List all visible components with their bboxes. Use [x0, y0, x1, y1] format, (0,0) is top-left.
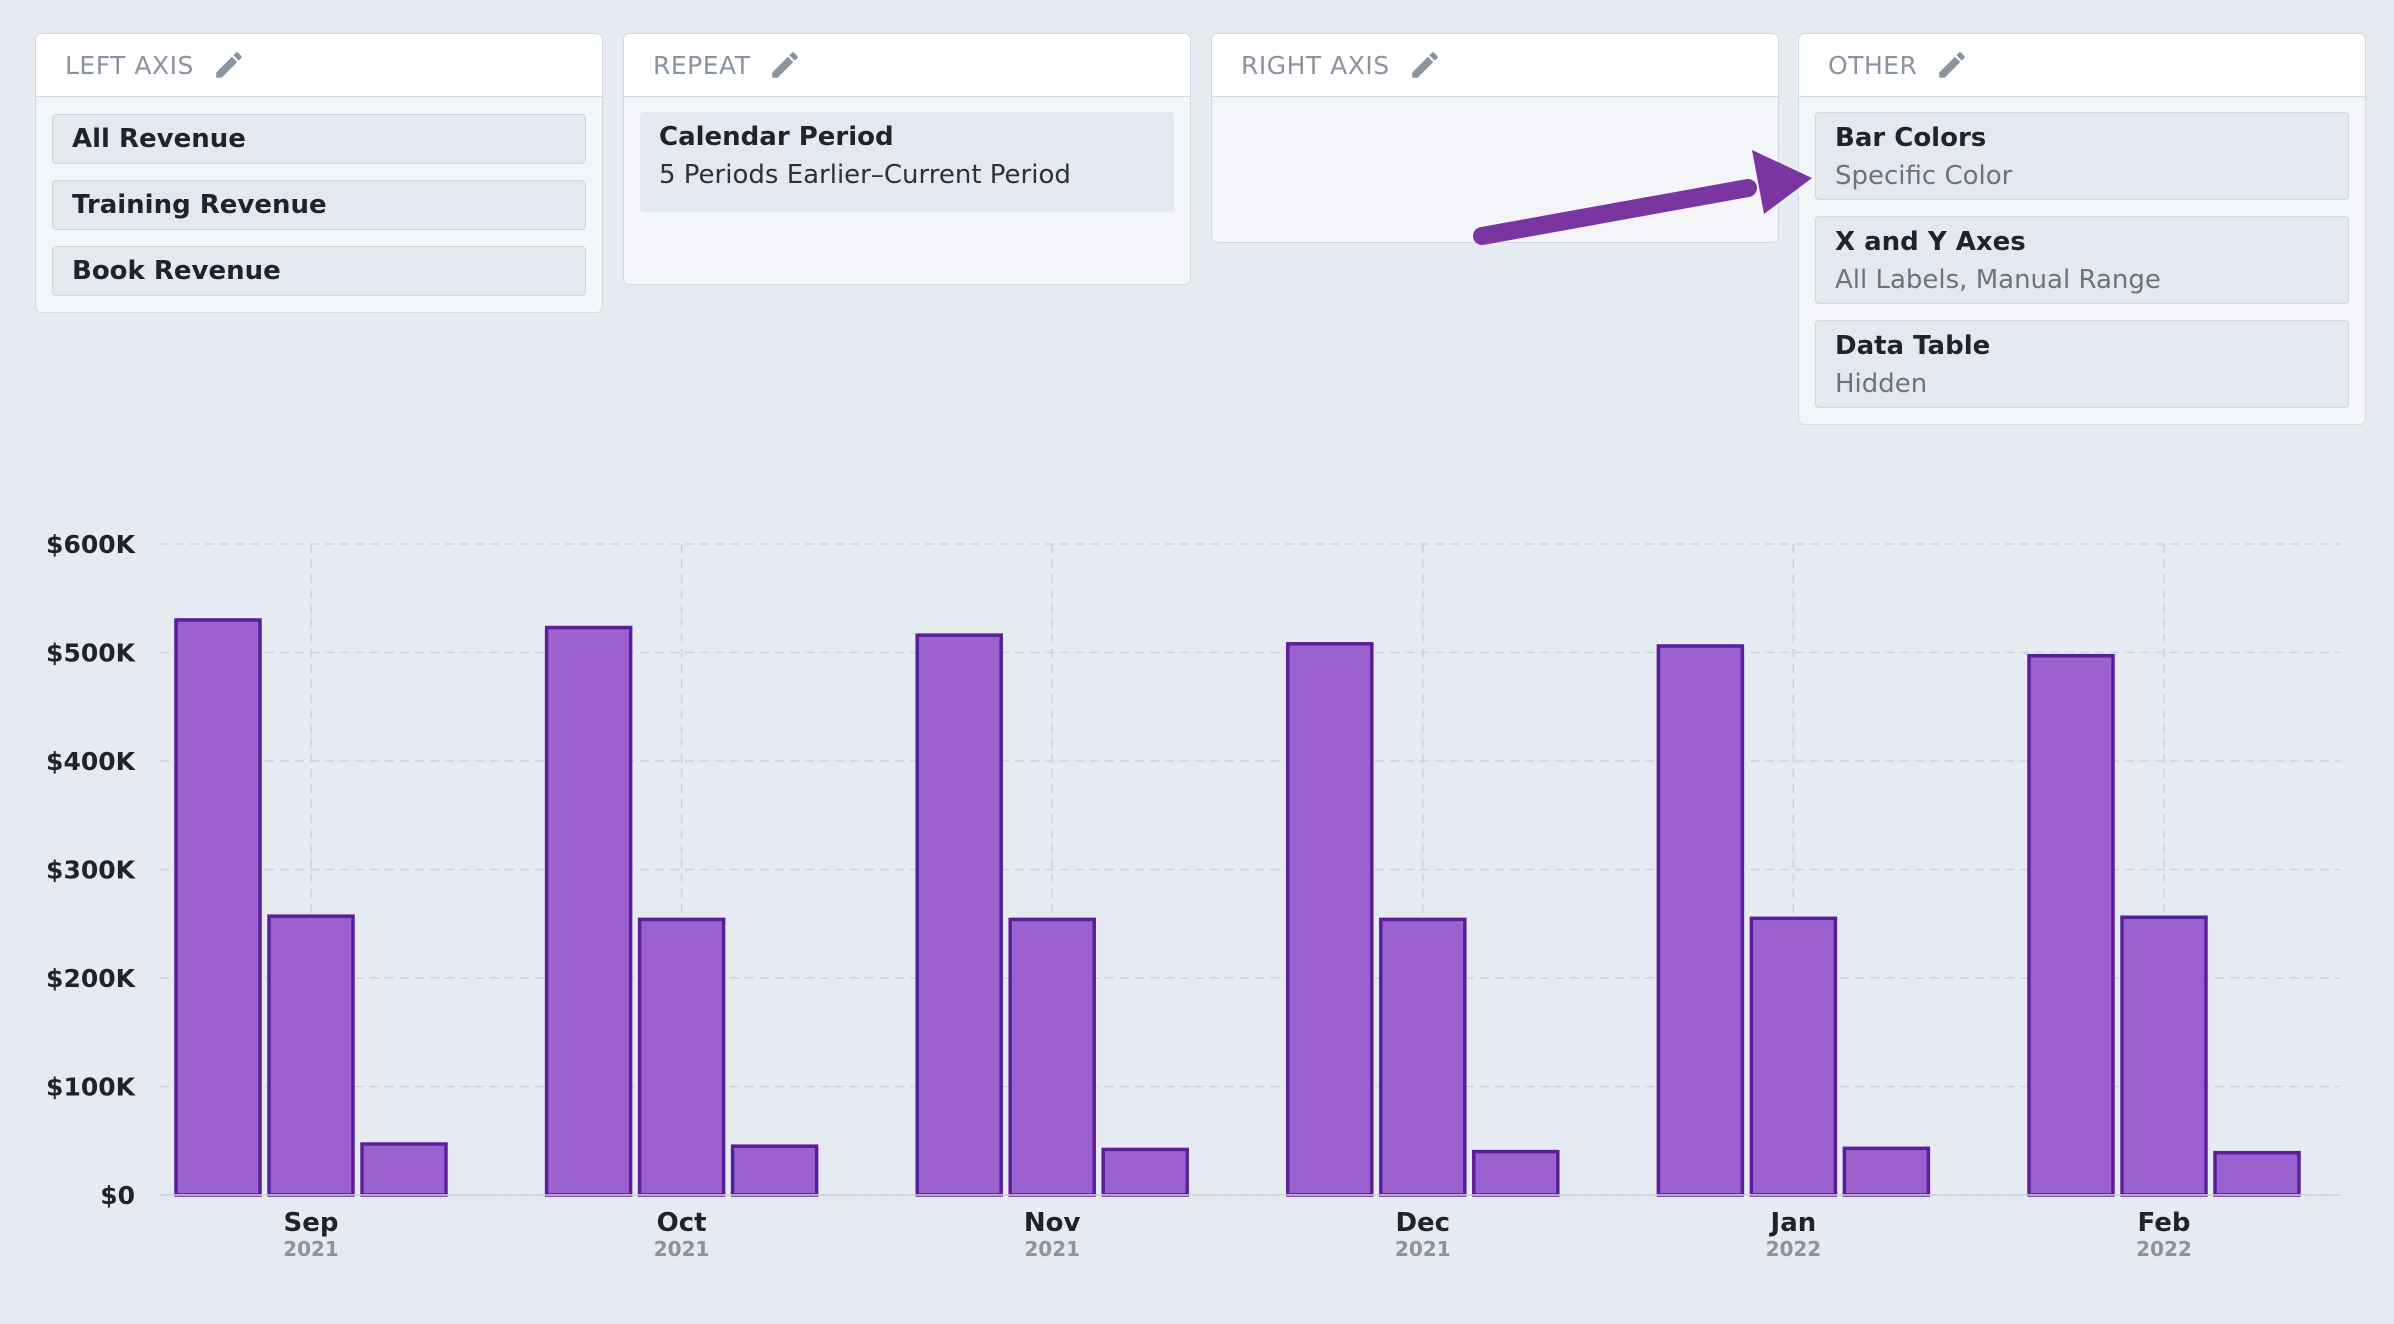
item-label: All Revenue [72, 124, 246, 154]
repeat-card-calendar-period[interactable]: Calendar Period 5 Periods Earlier–Curren… [640, 112, 1174, 212]
right-axis-header: RIGHT AXIS [1212, 34, 1778, 97]
card-title: Calendar Period [659, 122, 894, 152]
edit-pencil-icon[interactable] [1935, 48, 1969, 82]
x-tick-label: Jan [1769, 1208, 1817, 1238]
y-tick-label: $0 [100, 1181, 135, 1210]
x-tick-year-label: 2022 [2136, 1237, 2192, 1261]
bar-all-revenue [2027, 654, 2115, 1197]
x-tick-label: Sep [284, 1208, 339, 1238]
y-tick-label: $300K [46, 856, 137, 885]
y-tick-label: $400K [46, 747, 137, 776]
repeat-title: REPEAT [653, 50, 751, 80]
bar-all-revenue [174, 618, 262, 1197]
left-axis-header: LEFT AXIS [36, 34, 602, 97]
other-title: OTHER [1828, 50, 1918, 80]
bar-training-revenue [637, 917, 726, 1197]
card-title: X and Y Axes [1835, 227, 2026, 257]
left-axis-panel: LEFT AXIS All Revenue Training Revenue B… [35, 33, 603, 313]
bar-all-revenue [1656, 644, 1745, 1197]
other-card-data-table[interactable]: Data Table Hidden [1815, 320, 2349, 408]
repeat-header: REPEAT [624, 34, 1190, 97]
x-tick-year-label: 2021 [283, 1237, 339, 1261]
bar-all-revenue [1286, 642, 1374, 1197]
right-axis-title: RIGHT AXIS [1241, 50, 1390, 80]
other-header: OTHER [1799, 34, 2365, 97]
bar-book-revenue [360, 1142, 448, 1197]
bar-book-revenue [730, 1144, 819, 1197]
other-card-x-y-axes[interactable]: X and Y Axes All Labels, Manual Range [1815, 216, 2349, 304]
x-tick-label: Nov [1024, 1208, 1081, 1238]
y-tick-label: $200K [46, 964, 137, 993]
repeat-panel: REPEAT Calendar Period 5 Periods Earlier… [623, 33, 1191, 285]
x-tick-label: Feb [2138, 1208, 2191, 1238]
card-title: Bar Colors [1835, 123, 1987, 153]
card-subtitle: Hidden [1835, 369, 1928, 399]
bar-training-revenue [1008, 917, 1096, 1197]
edit-pencil-icon[interactable] [768, 48, 802, 82]
item-label: Training Revenue [72, 190, 327, 220]
y-tick-label: $600K [46, 530, 137, 559]
y-tick-label: $100K [46, 1073, 137, 1102]
bar-all-revenue [544, 625, 633, 1197]
bar-training-revenue [1379, 917, 1467, 1197]
y-tick-label: $500K [46, 639, 137, 668]
bar-book-revenue [1472, 1149, 1560, 1197]
card-subtitle: All Labels, Manual Range [1835, 265, 2161, 295]
left-axis-item-book-revenue[interactable]: Book Revenue [52, 246, 586, 296]
x-tick-year-label: 2022 [1766, 1237, 1822, 1261]
x-tick-year-label: 2021 [654, 1237, 710, 1261]
x-tick-label: Oct [657, 1208, 707, 1238]
card-subtitle: 5 Periods Earlier–Current Period [659, 160, 1071, 190]
left-axis-item-training-revenue[interactable]: Training Revenue [52, 180, 586, 230]
bar-training-revenue [2120, 915, 2208, 1197]
other-card-bar-colors[interactable]: Bar Colors Specific Color [1815, 112, 2349, 200]
bar-training-revenue [1749, 916, 1838, 1197]
edit-pencil-icon[interactable] [1408, 48, 1442, 82]
card-title: Data Table [1835, 331, 1991, 361]
edit-pencil-icon[interactable] [212, 48, 246, 82]
item-label: Book Revenue [72, 256, 281, 286]
left-axis-title: LEFT AXIS [65, 50, 194, 80]
x-tick-year-label: 2021 [1395, 1237, 1451, 1261]
bar-book-revenue [1101, 1147, 1189, 1197]
bar-training-revenue [267, 914, 355, 1197]
left-axis-item-all-revenue[interactable]: All Revenue [52, 114, 586, 164]
bar-book-revenue [2213, 1150, 2301, 1197]
x-tick-label: Dec [1395, 1208, 1450, 1238]
bar-book-revenue [1842, 1146, 1931, 1197]
card-subtitle: Specific Color [1835, 161, 2013, 191]
other-panel: OTHER Bar Colors Specific Color X and Y … [1798, 33, 2366, 425]
bar-all-revenue [915, 633, 1003, 1197]
x-tick-year-label: 2021 [1024, 1237, 1080, 1261]
